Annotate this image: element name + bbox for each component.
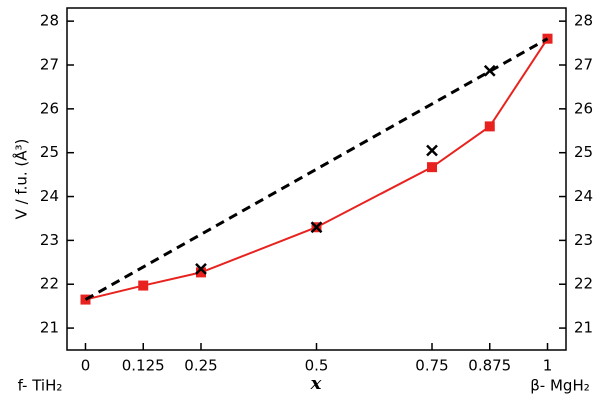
y-tick-label: 28 [40, 12, 59, 30]
x-tick-label: 0.5 [305, 357, 329, 375]
y2-tick-label: 23 [574, 231, 593, 249]
cross-marker [483, 64, 496, 77]
plot-frame [66, 7, 567, 351]
cross-marker [426, 144, 438, 157]
x-tick-label: 0.25 [184, 357, 217, 375]
square-marker [484, 121, 495, 132]
right-end-label: β- MgH₂ [530, 377, 590, 395]
y2-tick-label: 26 [574, 99, 593, 117]
y-tick-label: 22 [40, 275, 59, 293]
cross-marker [310, 221, 323, 234]
x-tick-label: 0 [81, 357, 91, 375]
y2-tick-label: 28 [574, 12, 593, 30]
y-axis-label: V / f.u. (Å³) [12, 139, 31, 220]
y2-tick-label: 25 [574, 143, 593, 161]
y2-tick-label: 21 [574, 319, 593, 337]
left-end-label: f- TiH₂ [18, 377, 63, 395]
y2-tick-label: 22 [574, 275, 593, 293]
y-tick-label: 26 [40, 99, 59, 117]
x-tick-label: 1 [543, 357, 553, 375]
series-line [84, 37, 549, 301]
square-marker [195, 267, 206, 278]
y-tick-label: 27 [40, 56, 59, 74]
y2-tick-label: 27 [574, 56, 593, 74]
square-marker [427, 162, 438, 173]
y-tick-label: 23 [40, 231, 59, 249]
square-marker [138, 280, 149, 291]
y-tick-label: 24 [40, 187, 59, 205]
y-tick-label: 25 [40, 143, 59, 161]
x-axis-label: x [310, 373, 322, 394]
y2-tick-label: 24 [574, 187, 593, 205]
y-tick-label: 21 [40, 319, 59, 337]
x-tick-label: 0.75 [415, 357, 448, 375]
x-tick-label: 0.125 [122, 357, 165, 375]
cross-marker [195, 263, 207, 275]
x-tick-label: 0.875 [468, 357, 511, 375]
